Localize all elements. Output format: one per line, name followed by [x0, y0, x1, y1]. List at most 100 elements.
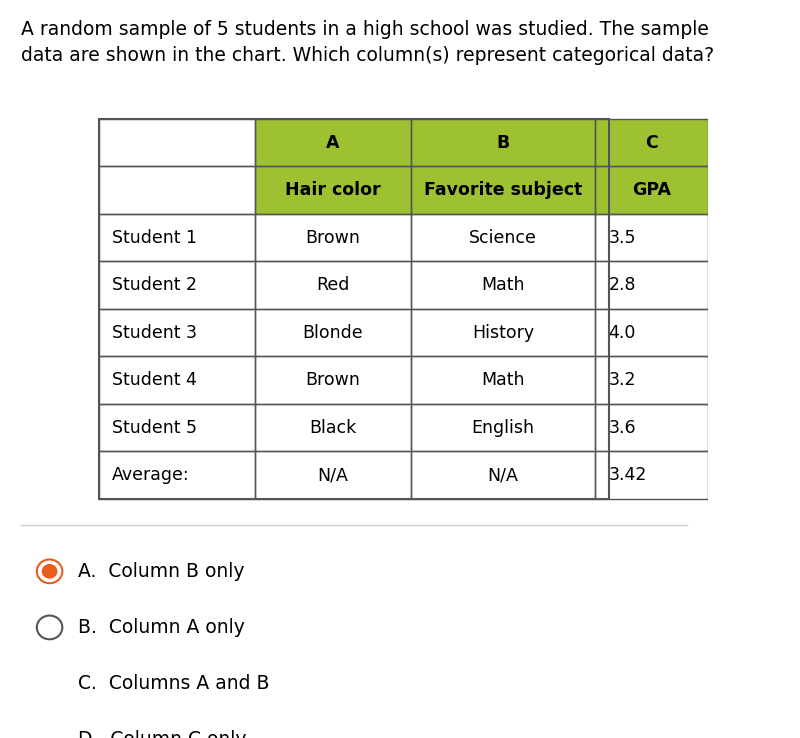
- Text: C: C: [646, 134, 658, 151]
- Text: B: B: [496, 134, 510, 151]
- Text: Black: Black: [310, 418, 357, 436]
- Text: GPA: GPA: [632, 181, 671, 199]
- Bar: [255, 119, 410, 166]
- Bar: [410, 308, 595, 356]
- Bar: [410, 308, 595, 356]
- Text: data are shown in the chart. Which column(s) represent categorical data?: data are shown in the chart. Which colum…: [22, 46, 714, 65]
- Circle shape: [42, 564, 58, 579]
- Text: Blonde: Blonde: [302, 323, 363, 342]
- Bar: [410, 119, 595, 166]
- Text: 3.5: 3.5: [609, 229, 636, 246]
- Text: D.  Column C only: D. Column C only: [78, 730, 246, 738]
- Bar: [595, 166, 708, 214]
- Bar: [255, 119, 410, 166]
- Text: N/A: N/A: [318, 466, 348, 484]
- Text: Hair color: Hair color: [285, 181, 381, 199]
- Bar: [595, 356, 708, 404]
- Bar: [595, 451, 708, 499]
- Bar: [255, 404, 410, 451]
- Bar: [99, 261, 255, 308]
- Text: Brown: Brown: [306, 371, 360, 389]
- Bar: [595, 404, 708, 451]
- Bar: [255, 404, 410, 451]
- Bar: [410, 261, 595, 308]
- Bar: [410, 166, 595, 214]
- Bar: [255, 451, 410, 499]
- Text: Math: Math: [481, 276, 525, 294]
- Circle shape: [37, 615, 62, 639]
- Bar: [255, 166, 410, 214]
- Bar: [99, 308, 255, 356]
- Text: A random sample of 5 students in a high school was studied. The sample: A random sample of 5 students in a high …: [22, 20, 709, 39]
- Text: A: A: [326, 134, 340, 151]
- Bar: [99, 356, 255, 404]
- Text: Student 1: Student 1: [112, 229, 197, 246]
- Text: Student 3: Student 3: [112, 323, 197, 342]
- Bar: [410, 214, 595, 261]
- Text: History: History: [472, 323, 534, 342]
- Text: Math: Math: [481, 371, 525, 389]
- Bar: [595, 261, 708, 308]
- Text: N/A: N/A: [487, 466, 518, 484]
- Text: B.  Column A only: B. Column A only: [78, 618, 245, 637]
- Bar: [99, 404, 255, 451]
- Text: Science: Science: [469, 229, 537, 246]
- Text: A.  Column B only: A. Column B only: [78, 562, 245, 581]
- Text: 3.2: 3.2: [609, 371, 636, 389]
- Bar: [99, 308, 255, 356]
- Bar: [595, 451, 708, 499]
- Bar: [595, 214, 708, 261]
- Bar: [410, 214, 595, 261]
- Bar: [410, 404, 595, 451]
- Text: Average:: Average:: [112, 466, 190, 484]
- Bar: [410, 404, 595, 451]
- Bar: [410, 356, 595, 404]
- Bar: [255, 261, 410, 308]
- Text: C.  Columns A and B: C. Columns A and B: [78, 674, 270, 693]
- Bar: [595, 214, 708, 261]
- Bar: [99, 166, 255, 214]
- Bar: [99, 119, 609, 499]
- Text: Student 5: Student 5: [112, 418, 197, 436]
- Bar: [99, 261, 255, 308]
- Bar: [595, 261, 708, 308]
- Circle shape: [37, 559, 62, 583]
- Bar: [255, 214, 410, 261]
- Bar: [99, 214, 255, 261]
- Bar: [595, 119, 708, 166]
- Bar: [255, 214, 410, 261]
- Circle shape: [37, 728, 62, 738]
- Bar: [255, 356, 410, 404]
- Text: Student 4: Student 4: [112, 371, 197, 389]
- Bar: [595, 404, 708, 451]
- Text: Brown: Brown: [306, 229, 360, 246]
- Text: 3.42: 3.42: [609, 466, 647, 484]
- Bar: [255, 308, 410, 356]
- Bar: [410, 119, 595, 166]
- Bar: [410, 451, 595, 499]
- Bar: [99, 119, 255, 166]
- Text: Student 2: Student 2: [112, 276, 197, 294]
- Bar: [595, 308, 708, 356]
- Bar: [99, 166, 255, 214]
- Bar: [255, 451, 410, 499]
- Bar: [99, 214, 255, 261]
- Bar: [595, 166, 708, 214]
- Bar: [99, 356, 255, 404]
- Bar: [99, 119, 255, 166]
- Bar: [255, 308, 410, 356]
- Bar: [410, 261, 595, 308]
- Text: English: English: [471, 418, 534, 436]
- Bar: [595, 119, 708, 166]
- Bar: [99, 451, 255, 499]
- Bar: [255, 356, 410, 404]
- Bar: [410, 166, 595, 214]
- Bar: [99, 451, 255, 499]
- Text: 2.8: 2.8: [609, 276, 636, 294]
- Bar: [410, 451, 595, 499]
- Bar: [410, 356, 595, 404]
- Bar: [595, 356, 708, 404]
- Bar: [99, 404, 255, 451]
- Bar: [255, 261, 410, 308]
- Circle shape: [37, 672, 62, 695]
